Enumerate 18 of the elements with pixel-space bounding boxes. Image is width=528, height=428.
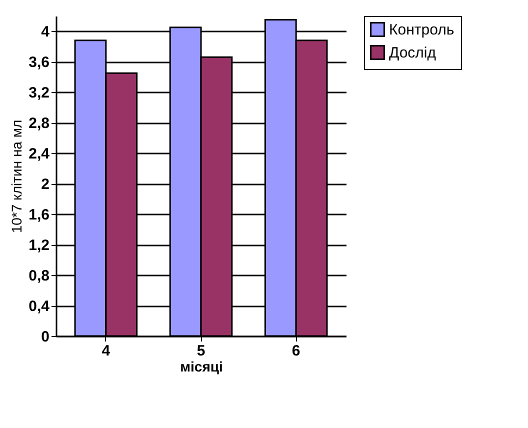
y-tick-label: 2,4 xyxy=(28,146,50,163)
y-tick-label: 0 xyxy=(41,328,50,346)
y-tick-label: 4 xyxy=(41,24,50,41)
y-tick-label: 1,2 xyxy=(28,237,50,254)
x-tick-label: 6 xyxy=(292,342,300,360)
y-tick-label: 1,6 xyxy=(28,206,50,224)
y-tick-label: 0,4 xyxy=(28,298,50,316)
legend-label: Дослід xyxy=(389,44,436,62)
y-tick-label: 3,2 xyxy=(28,84,50,102)
x-axis-title: місяці xyxy=(180,358,223,374)
y-axis-title: 10*7 клітин на мл xyxy=(8,120,25,234)
legend-label: Контроль xyxy=(389,22,454,38)
y-tick-label: 2 xyxy=(41,176,50,194)
y-tick-label: 0,8 xyxy=(28,268,50,285)
x-tick-label: 4 xyxy=(102,342,111,360)
y-tick-label: 2,8 xyxy=(28,115,50,132)
y-tick-label: 3,6 xyxy=(28,54,50,72)
x-tick-label: 5 xyxy=(196,342,206,360)
